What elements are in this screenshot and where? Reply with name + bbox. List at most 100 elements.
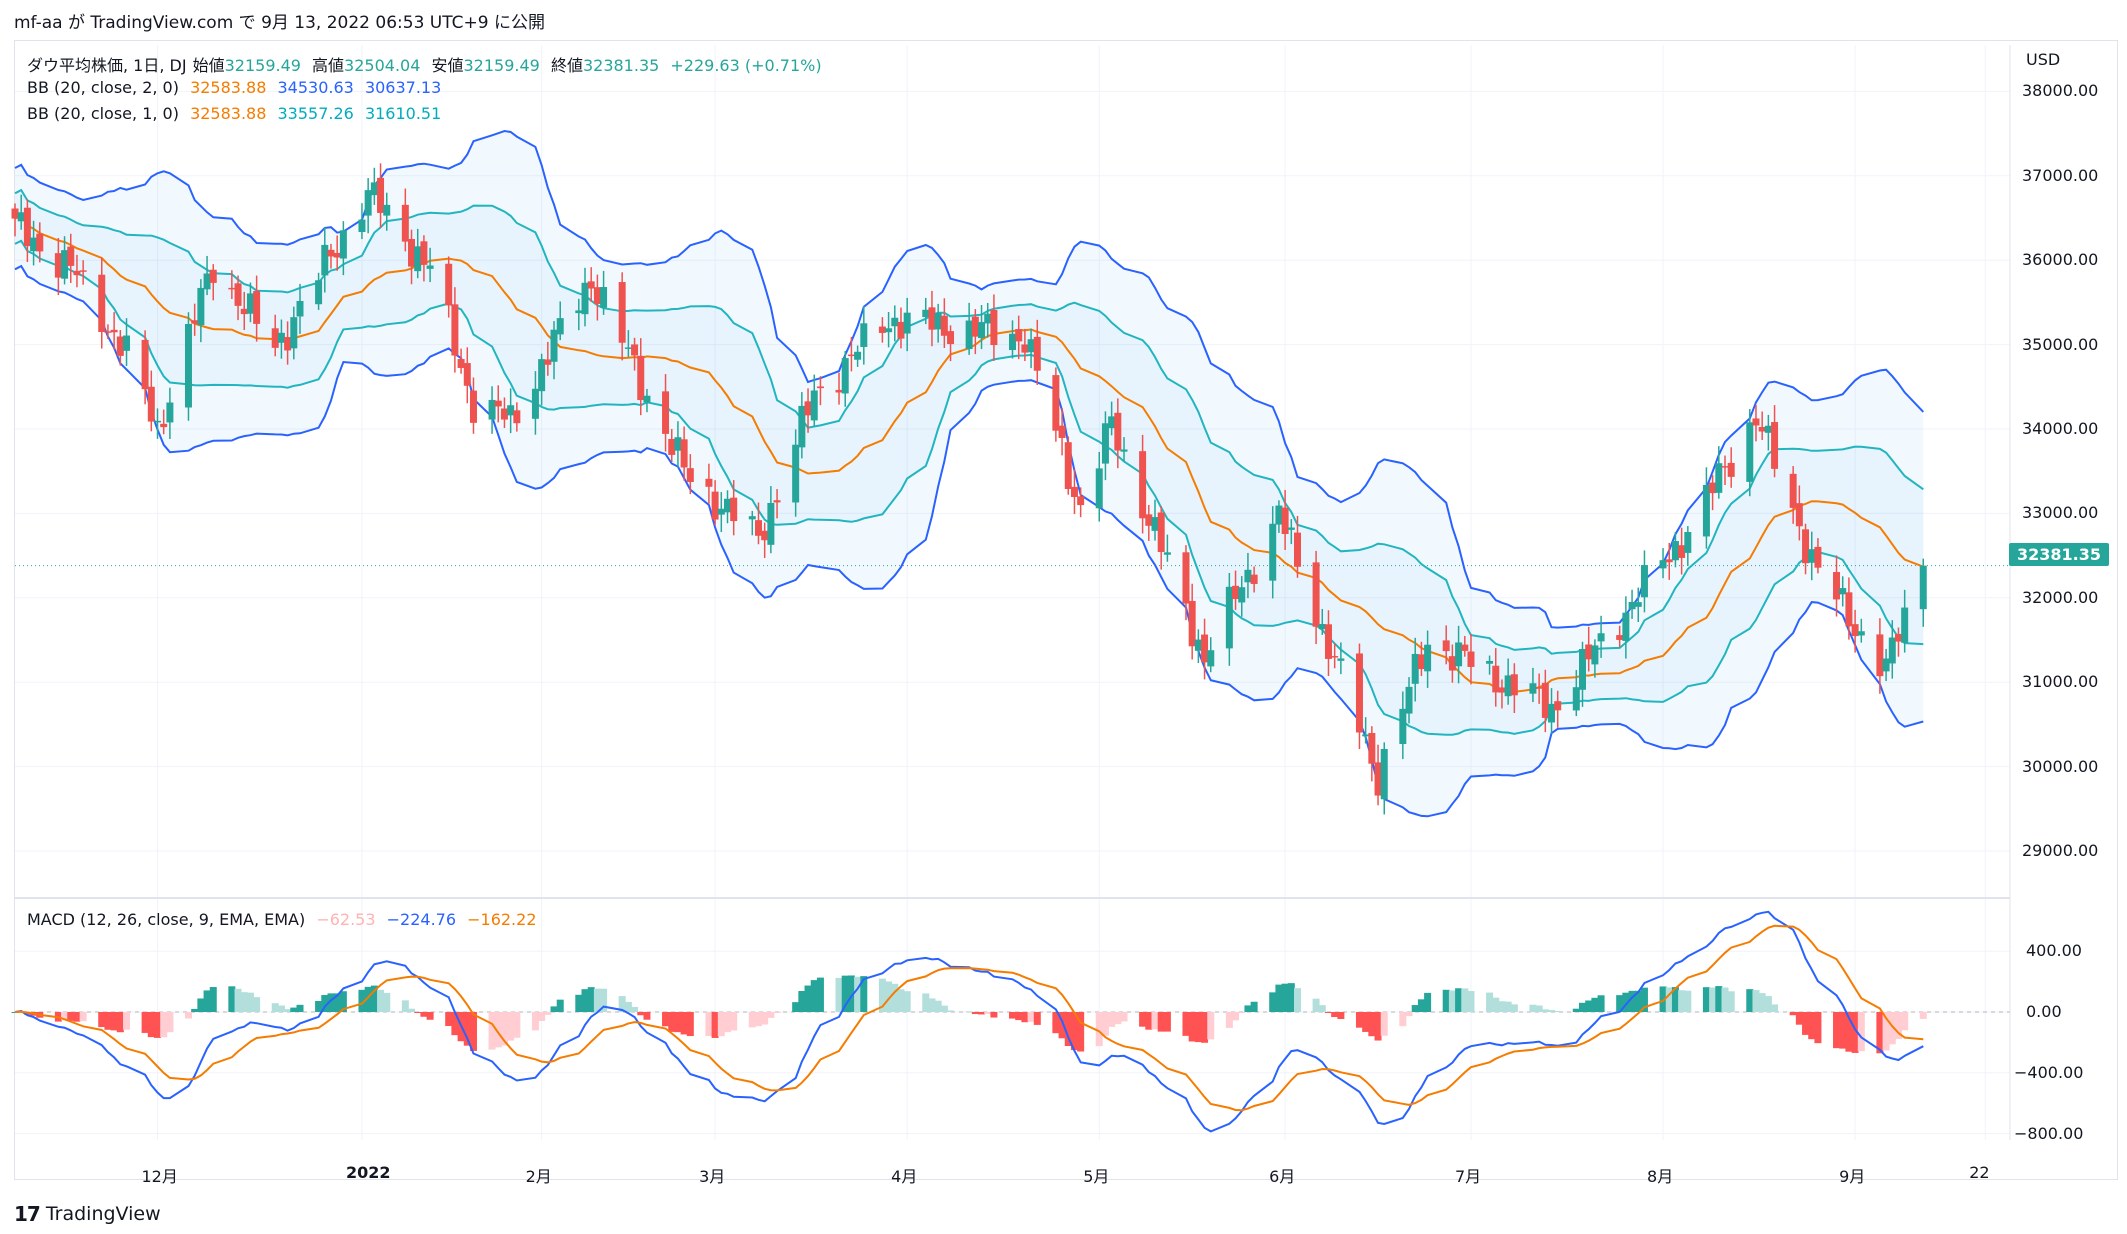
macd-hist-bar	[11, 1012, 19, 1013]
candle-body	[296, 300, 304, 317]
price-tick-label: 32000.00	[2022, 587, 2099, 607]
candle-body	[79, 270, 87, 272]
candle-body	[104, 331, 112, 333]
candle-body	[1033, 336, 1041, 371]
candle-body	[1362, 734, 1370, 737]
macd-hist-bar	[370, 985, 378, 1012]
candle-body	[1888, 637, 1896, 664]
macd-hist-bar	[1876, 1012, 1884, 1054]
macd-hist-bar	[1919, 1012, 1927, 1019]
macd-hist-bar	[1331, 1012, 1339, 1018]
legend-bb1-lo: 31610.51	[364, 104, 442, 123]
macd-hist-bar	[1597, 995, 1605, 1012]
macd-hist-bar	[878, 978, 886, 1012]
candle-body	[754, 520, 762, 536]
macd-hist-bar	[327, 993, 335, 1012]
candle-body	[1876, 634, 1884, 677]
macd-hist-bar	[271, 1003, 279, 1012]
macd-hist-bar	[544, 1012, 552, 1015]
candle-body	[1101, 423, 1109, 464]
candle-body	[928, 307, 936, 330]
candle-body	[1269, 523, 1277, 581]
macd-hist-bar	[1405, 1012, 1413, 1017]
macd-hist-bar	[587, 987, 595, 1012]
macd-hist-bar	[1839, 1012, 1847, 1049]
macd-hist-bar	[1467, 991, 1475, 1012]
candle-body	[377, 177, 385, 213]
macd-hist-bar	[1808, 1012, 1816, 1040]
candle-body	[587, 281, 595, 289]
candle-body	[1901, 607, 1909, 643]
macd-hist-bar	[408, 1008, 416, 1012]
legend-bb1-up: 33557.26	[277, 104, 354, 123]
candle-body	[686, 468, 694, 482]
candle-body	[550, 329, 558, 362]
candle-body	[618, 282, 626, 343]
macd-hist-bar	[1659, 986, 1667, 1012]
footer-brand: TradingView	[45, 1203, 161, 1225]
candle-body	[544, 359, 552, 365]
price-tick-label: 35000.00	[2022, 334, 2099, 354]
candle-body	[1077, 496, 1085, 506]
macd-hist-bar	[116, 1012, 124, 1033]
candle-body	[643, 395, 651, 403]
candle-body	[984, 313, 992, 324]
macd-hist-bar	[1417, 999, 1425, 1012]
macd-hist-bar	[1362, 1012, 1370, 1032]
macd-hist-bar	[1894, 1012, 1902, 1040]
candle-body	[290, 317, 298, 349]
macd-hist-bar	[154, 1012, 161, 1038]
macd-hist-bar	[234, 988, 242, 1012]
candle-body	[240, 308, 248, 315]
candle-body	[1529, 683, 1537, 694]
macd-hist-bar	[903, 991, 911, 1012]
price-tick-label: 29000.00	[2022, 841, 2099, 860]
candle-body	[903, 312, 911, 334]
candle-body	[1448, 656, 1456, 671]
chart-frame[interactable]	[14, 40, 2118, 1180]
macd-hist-bar	[1833, 1012, 1841, 1049]
macd-tick-label: −800.00	[2014, 1123, 2084, 1143]
candle-body	[1207, 650, 1215, 667]
candle-body	[1052, 375, 1060, 431]
macd-hist-bar	[469, 1012, 477, 1051]
macd-hist-bar	[581, 989, 589, 1012]
macd-hist-bar	[1888, 1012, 1896, 1045]
candle-body	[1355, 653, 1363, 733]
macd-hist-bar	[79, 1012, 87, 1022]
price-tick-label: 37000.00	[2022, 165, 2099, 185]
candle-body	[54, 253, 62, 278]
legend-bb1-name: BB (20, close, 1, 0)	[27, 104, 179, 123]
macd-hist-bar	[1424, 992, 1432, 1012]
macd-hist-bar	[637, 1012, 645, 1016]
candle-body	[624, 347, 632, 349]
macd-hist-bar	[401, 1000, 409, 1012]
tradingview-logo[interactable]: 17 TradingView	[14, 1202, 161, 1226]
bb1-lower-line	[14, 239, 1924, 736]
candle-body	[1486, 660, 1494, 664]
candle-body	[426, 265, 434, 269]
candle-body	[277, 332, 285, 343]
time-tick-label: 12月	[141, 1167, 178, 1186]
legend-bb2: BB (20, close, 2, 0) 32583.88 34530.63 3…	[27, 78, 447, 97]
candle-body	[1194, 639, 1202, 651]
candle-body	[835, 389, 843, 393]
macd-hist-bar	[556, 999, 564, 1012]
candle-body	[98, 274, 106, 333]
time-tick-label: 9月	[1839, 1167, 1866, 1186]
macd-hist-bar	[1399, 1012, 1407, 1027]
macd-hist-bar	[358, 989, 366, 1012]
candle-body	[321, 244, 329, 276]
candle-body	[1405, 686, 1413, 714]
candle-body	[1492, 665, 1500, 693]
macd-hist-bar	[1504, 1001, 1512, 1012]
candle-body	[717, 508, 725, 515]
macd-hist-bar	[748, 1012, 756, 1028]
publisher-line: mf-aa が TradingView.com で 9月 13, 2022 06…	[14, 13, 545, 33]
macd-hist-bar	[1721, 987, 1729, 1012]
macd-hist-bar	[600, 988, 608, 1012]
candle-body	[885, 328, 893, 333]
candle-body	[1399, 708, 1407, 744]
time-tick-label: 22	[1969, 1163, 1990, 1182]
